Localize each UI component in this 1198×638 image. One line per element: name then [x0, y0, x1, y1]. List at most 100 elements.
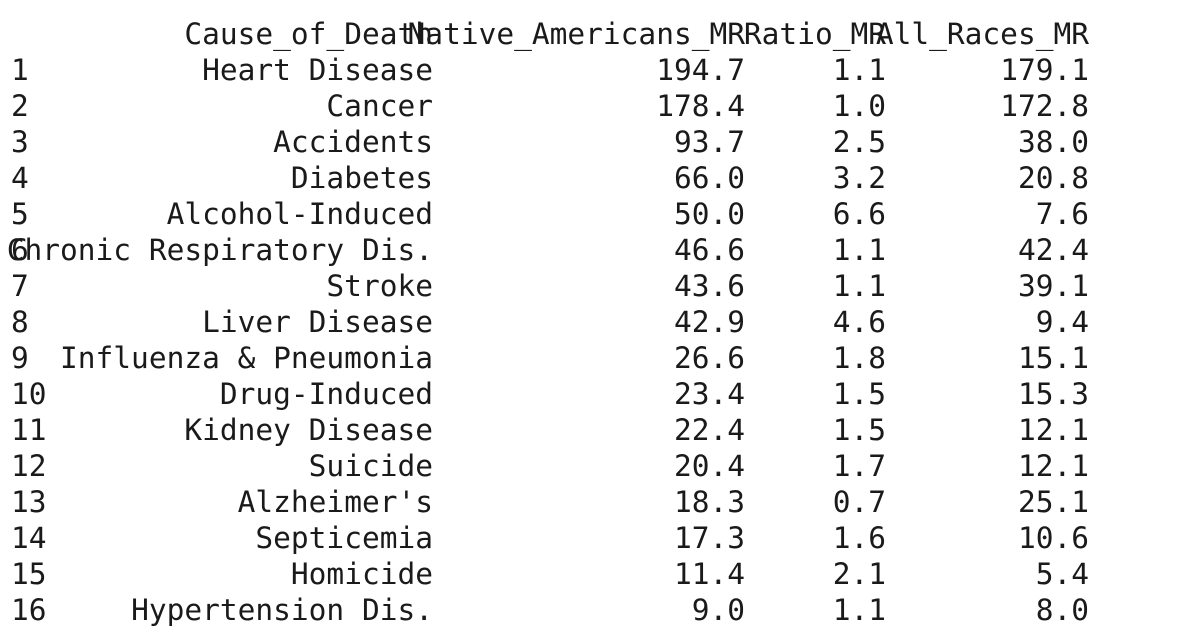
all-races-mr-cell: 8.0 [1035, 593, 1089, 627]
cause-of-death-cell: Hypertension Dis. [131, 593, 433, 627]
table-row: 7 Stroke 43.6 1.1 39.1 [0, 268, 1198, 304]
row-index: 12 [11, 449, 47, 483]
ratio-mr-cell: 1.1 [832, 593, 886, 627]
cause-of-death-cell: Drug-Induced [219, 377, 433, 411]
table-row: 16 Hypertension Dis. 9.0 1.1 8.0 [0, 592, 1198, 628]
cause-of-death-cell: Heart Disease [202, 53, 433, 87]
table-row: 12 Suicide 20.4 1.7 12.1 [0, 448, 1198, 484]
all-races-mr-cell: 179.1 [1000, 53, 1089, 87]
cause-of-death-cell: Cancer [326, 89, 433, 123]
row-index: 4 [11, 161, 29, 195]
cause-of-death-cell: Suicide [308, 449, 433, 483]
row-index: 16 [11, 593, 47, 627]
all-races-mr-cell: 5.4 [1035, 557, 1089, 591]
ratio-mr-cell: 3.2 [832, 161, 886, 195]
cause-of-death-cell: Kidney Disease [184, 413, 433, 447]
native-americans-mr-cell: 178.4 [656, 89, 745, 123]
row-index: 3 [11, 125, 29, 159]
row-index: 8 [11, 305, 29, 339]
cause-of-death-cell: Alcohol-Induced [166, 197, 433, 231]
all-races-mr-cell: 10.6 [1017, 521, 1089, 555]
native-americans-mr-cell: 194.7 [656, 53, 745, 87]
row-index: 9 [11, 341, 29, 375]
all-races-mr-cell: 20.8 [1017, 161, 1089, 195]
table-row: 2 Cancer 178.4 1.0 172.8 [0, 88, 1198, 124]
cause-of-death-cell: Homicide [290, 557, 433, 591]
ratio-mr-cell: 1.6 [832, 521, 886, 555]
row-index: 13 [11, 485, 47, 519]
cause-of-death-cell: Diabetes [290, 161, 433, 195]
table-row: 13 Alzheimer's 18.3 0.7 25.1 [0, 484, 1198, 520]
all-races-mr-cell: 25.1 [1017, 485, 1089, 519]
cause-of-death-cell: Liver Disease [202, 305, 433, 339]
header-all-races-mr: All_Races_MR [875, 17, 1089, 51]
ratio-mr-cell: 1.7 [832, 449, 886, 483]
all-races-mr-cell: 7.6 [1035, 197, 1089, 231]
header-ratio-mr: Ratio_MR [743, 17, 886, 51]
table-row: 5 Alcohol-Induced 50.0 6.6 7.6 [0, 196, 1198, 232]
ratio-mr-cell: 1.5 [832, 413, 886, 447]
native-americans-mr-cell: 17.3 [673, 521, 745, 555]
all-races-mr-cell: 42.4 [1017, 233, 1089, 267]
row-index: 1 [11, 53, 29, 87]
table-row: 4 Diabetes 66.0 3.2 20.8 [0, 160, 1198, 196]
ratio-mr-cell: 2.1 [832, 557, 886, 591]
table-row: 15 Homicide 11.4 2.1 5.4 [0, 556, 1198, 592]
all-races-mr-cell: 172.8 [1000, 89, 1089, 123]
header-row: Cause_of_Death Native_Americans_MR Ratio… [0, 16, 1198, 52]
ratio-mr-cell: 6.6 [832, 197, 886, 231]
table-row: 1 Heart Disease 194.7 1.1 179.1 [0, 52, 1198, 88]
native-americans-mr-cell: 23.4 [673, 377, 745, 411]
native-americans-mr-cell: 11.4 [673, 557, 745, 591]
table-row: 8 Liver Disease 42.9 4.6 9.4 [0, 304, 1198, 340]
cause-of-death-cell: Alzheimer's [237, 485, 433, 519]
table-row: 11 Kidney Disease 22.4 1.5 12.1 [0, 412, 1198, 448]
all-races-mr-cell: 15.3 [1017, 377, 1089, 411]
header-cause-of-death: Cause_of_Death [184, 17, 433, 51]
native-americans-mr-cell: 43.6 [673, 269, 745, 303]
row-index: 7 [11, 269, 29, 303]
ratio-mr-cell: 1.0 [832, 89, 886, 123]
ratio-mr-cell: 2.5 [832, 125, 886, 159]
all-races-mr-cell: 38.0 [1017, 125, 1089, 159]
native-americans-mr-cell: 18.3 [673, 485, 745, 519]
row-index: 6 [11, 233, 29, 267]
all-races-mr-cell: 15.1 [1017, 341, 1089, 375]
all-races-mr-cell: 12.1 [1017, 413, 1089, 447]
cause-of-death-cell: Influenza & Pneumonia [60, 341, 433, 375]
native-americans-mr-cell: 20.4 [673, 449, 745, 483]
native-americans-mr-cell: 93.7 [673, 125, 745, 159]
ratio-mr-cell: 1.5 [832, 377, 886, 411]
native-americans-mr-cell: 22.4 [673, 413, 745, 447]
row-index: 2 [11, 89, 29, 123]
table-row: 10 Drug-Induced 23.4 1.5 15.3 [0, 376, 1198, 412]
cause-of-death-cell: Stroke [326, 269, 433, 303]
cause-of-death-cell: Septicemia [255, 521, 433, 555]
ratio-mr-cell: 4.6 [832, 305, 886, 339]
ratio-mr-cell: 1.1 [832, 269, 886, 303]
table-row: 3 Accidents 93.7 2.5 38.0 [0, 124, 1198, 160]
table-row: 9 Influenza & Pneumonia 26.6 1.8 15.1 [0, 340, 1198, 376]
native-americans-mr-cell: 26.6 [673, 341, 745, 375]
all-races-mr-cell: 9.4 [1035, 305, 1089, 339]
cause-of-death-cell: Chronic Respiratory Dis. [6, 233, 433, 267]
native-americans-mr-cell: 66.0 [673, 161, 745, 195]
cause-of-death-cell: Accidents [273, 125, 433, 159]
table-row: 6 Chronic Respiratory Dis. 46.6 1.1 42.4 [0, 232, 1198, 268]
native-americans-mr-cell: 46.6 [673, 233, 745, 267]
row-index: 14 [11, 521, 47, 555]
native-americans-mr-cell: 50.0 [673, 197, 745, 231]
native-americans-mr-cell: 42.9 [673, 305, 745, 339]
native-americans-mr-cell: 9.0 [691, 593, 745, 627]
ratio-mr-cell: 1.1 [832, 53, 886, 87]
header-native-americans-mr: Native_Americans_MR [407, 17, 745, 51]
all-races-mr-cell: 39.1 [1017, 269, 1089, 303]
all-races-mr-cell: 12.1 [1017, 449, 1089, 483]
table-row: 14 Septicemia 17.3 1.6 10.6 [0, 520, 1198, 556]
row-index: 5 [11, 197, 29, 231]
ratio-mr-cell: 1.8 [832, 341, 886, 375]
ratio-mr-cell: 1.1 [832, 233, 886, 267]
row-index: 15 [11, 557, 47, 591]
ratio-mr-cell: 0.7 [832, 485, 886, 519]
row-index: 11 [11, 413, 47, 447]
